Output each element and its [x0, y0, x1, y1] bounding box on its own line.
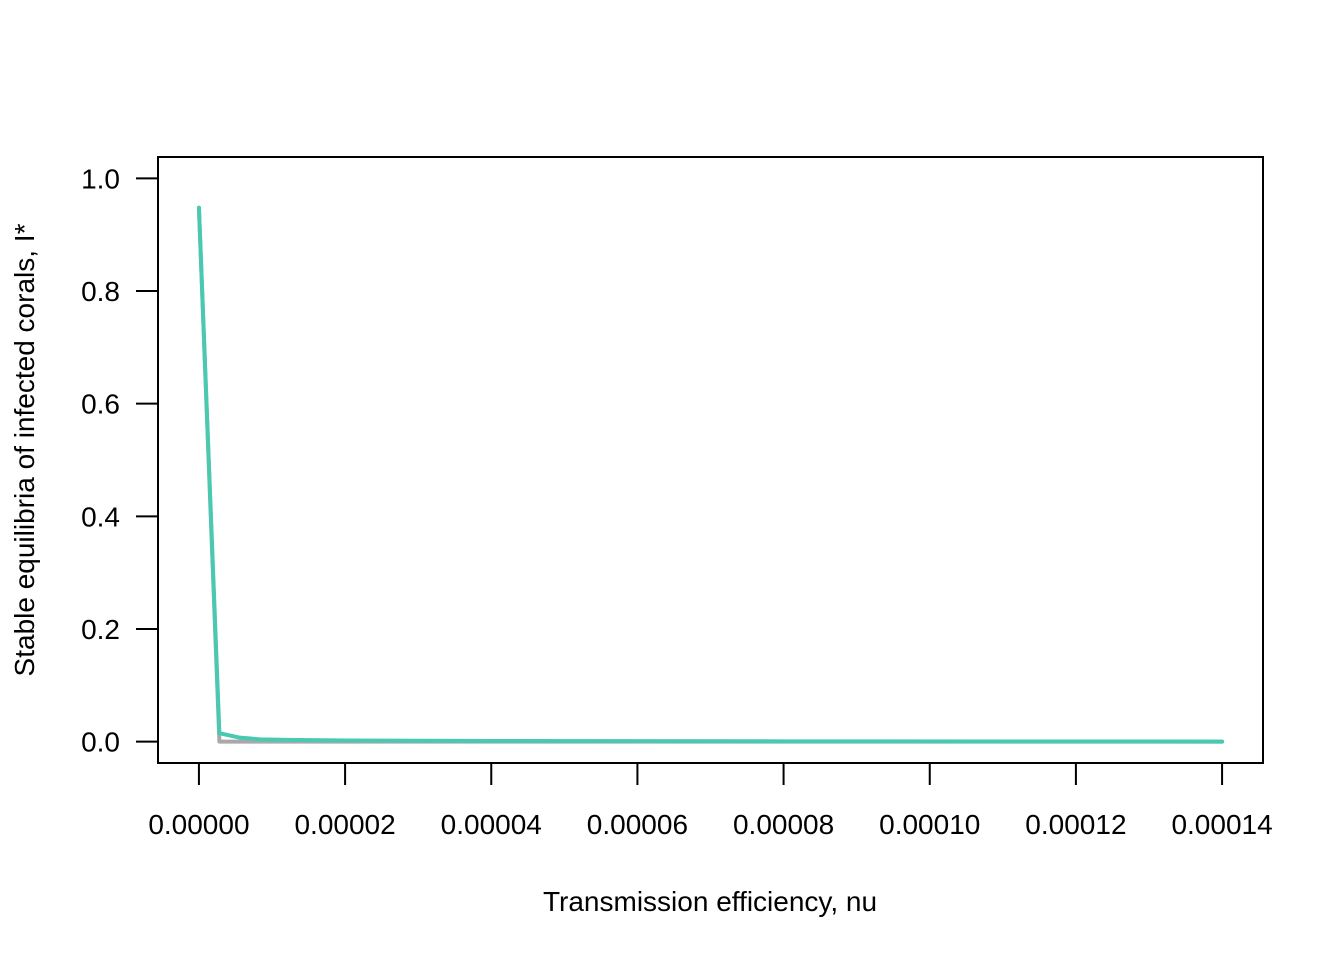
x-axis: 0.00000 0.00002 0.00004 0.00006 0.00008 0.000… — [148, 762, 1273, 840]
y-tick-label: 0.2 — [81, 614, 120, 645]
x-tick-label: 0.00010 — [879, 809, 980, 840]
y-tick-label: 0.0 — [81, 727, 120, 758]
x-tick-label: 0.00006 — [587, 809, 688, 840]
x-tick-label: 0.00002 — [294, 809, 395, 840]
series-line-1 — [196, 205, 1225, 744]
y-tick-label: 0.6 — [81, 389, 120, 420]
y-axis-title: Stable equilibria of infected corals, I* — [9, 223, 40, 676]
y-tick-label: 1.0 — [81, 163, 120, 194]
series-line-2 — [196, 205, 1225, 744]
y-axis: 0.0 0.2 0.4 0.6 0.8 1.0 — [81, 163, 159, 758]
x-axis-title: Transmission efficiency, nu — [543, 886, 877, 917]
plot-frame — [157, 156, 1264, 764]
x-tick-label: 0.00012 — [1025, 809, 1126, 840]
y-tick-label: 0.8 — [81, 276, 120, 307]
x-tick-label: 0.00014 — [1171, 809, 1272, 840]
x-tick-label: 0.00004 — [441, 809, 542, 840]
x-tick-label: 0.00000 — [148, 809, 249, 840]
x-tick-label: 0.00008 — [733, 809, 834, 840]
y-tick-label: 0.4 — [81, 501, 120, 532]
series-layer — [196, 205, 1225, 744]
